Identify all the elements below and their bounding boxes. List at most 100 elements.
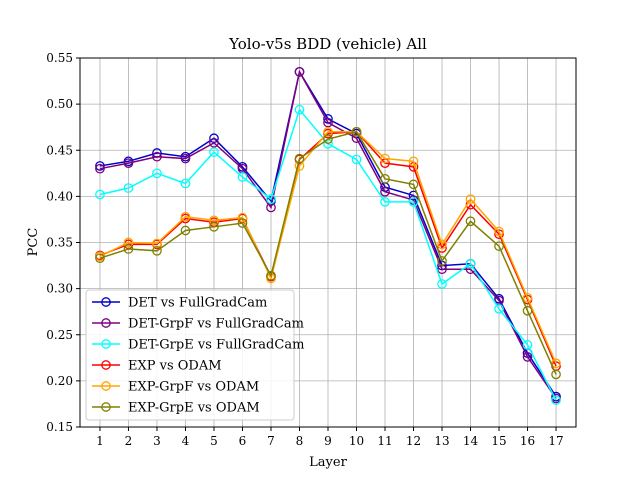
data-point: [152, 245, 162, 256]
x-tick-label: 10: [349, 434, 364, 448]
data-point: [180, 225, 191, 236]
data-point: [152, 151, 162, 162]
data-point: [351, 126, 362, 137]
data-point: [380, 186, 390, 197]
series-line: [99, 131, 557, 364]
legend-marker: [101, 402, 111, 412]
data-point: [266, 270, 276, 281]
y-tick-label: 0.25: [46, 328, 73, 342]
data-point: [522, 340, 533, 350]
data-point: [152, 238, 162, 249]
x-tick-label: 7: [267, 434, 275, 448]
data-point: [494, 241, 504, 252]
data-point: [465, 216, 476, 227]
data-point: [551, 369, 561, 380]
data-point: [494, 304, 504, 314]
data-point: [209, 138, 219, 148]
data-point: [95, 161, 105, 171]
x-axis-label: Layer: [309, 455, 347, 470]
data-point: [522, 305, 533, 316]
x-tick-label: 8: [296, 434, 304, 448]
data-point: [380, 173, 390, 184]
data-point: [380, 153, 390, 164]
legend-label: DET-GrpE vs FullGradCam: [128, 338, 304, 353]
data-point: [494, 226, 504, 237]
legend-label: DET vs FullGradCam: [128, 296, 267, 311]
data-point: [323, 117, 333, 128]
y-tick-label: 0.45: [46, 143, 73, 157]
data-point: [123, 183, 134, 193]
legend-label: EXP vs ODAM: [128, 359, 222, 374]
legend-marker: [101, 339, 111, 349]
x-tick-label: 14: [463, 434, 479, 448]
y-tick-label: 0.50: [46, 97, 73, 111]
x-tick-label: 3: [153, 434, 161, 448]
data-point: [180, 211, 191, 222]
data-point: [408, 197, 419, 207]
data-point: [437, 279, 447, 289]
data-point: [494, 229, 504, 240]
data-point: [237, 218, 248, 228]
x-tick-label: 1: [96, 434, 104, 448]
data-point: [294, 161, 305, 171]
data-point: [95, 163, 105, 174]
data-point: [209, 215, 219, 226]
data-point: [380, 197, 390, 207]
x-tick-label: 2: [125, 434, 133, 448]
data-point: [209, 221, 219, 232]
legend-marker: [101, 318, 111, 328]
data-point: [237, 172, 248, 182]
x-tick-label: 13: [434, 434, 449, 448]
x-tick-label: 16: [520, 434, 535, 448]
legend-marker: [101, 360, 111, 370]
y-axis: 0.15 0.20 0.25 0.30 0.35 0.40 0.45 0.50 0.55: [46, 51, 80, 434]
y-tick-label: 0.20: [46, 374, 73, 388]
x-tick-label: 11: [377, 434, 392, 448]
legend-label: EXP-GrpF vs ODAM: [128, 380, 259, 395]
legend-marker: [101, 297, 111, 307]
x-tick-label: 4: [182, 434, 190, 448]
y-tick-label: 0.40: [46, 189, 73, 203]
data-point: [123, 244, 134, 254]
data-point: [408, 156, 419, 167]
data-point: [294, 153, 305, 164]
series-group: [95, 66, 561, 406]
data-point: [323, 126, 333, 137]
legend-marker: [101, 381, 111, 391]
x-tick-label: 17: [548, 434, 563, 448]
data-point: [123, 237, 134, 248]
data-point: [294, 66, 305, 77]
data-point: [266, 194, 276, 204]
y-tick-label: 0.30: [46, 282, 73, 296]
legend-label: DET-GrpF vs FullGradCam: [128, 317, 304, 332]
x-tick-label: 6: [239, 434, 247, 448]
data-point: [152, 168, 162, 179]
chart-title: Yolo-v5s BDD (vehicle) All: [228, 35, 427, 53]
y-tick-label: 0.35: [46, 236, 73, 250]
data-point: [294, 104, 305, 115]
x-tick-label: 5: [210, 434, 218, 448]
data-point: [351, 154, 362, 165]
y-axis-label: PCC: [26, 228, 41, 257]
y-tick-label: 0.15: [46, 420, 73, 434]
data-point: [209, 147, 219, 157]
x-tick-label: 12: [406, 434, 421, 448]
data-point: [237, 212, 248, 223]
x-axis: 1 2 3 4 5 6 7 8 9 10 11 12 13 14 15 16 17: [96, 427, 564, 448]
data-point: [522, 292, 533, 303]
data-point: [95, 189, 105, 200]
data-point: [437, 256, 447, 266]
data-point: [465, 258, 476, 269]
legend-label: EXP-GrpE vs ODAM: [128, 401, 260, 416]
data-point: [437, 239, 447, 250]
data-point: [465, 194, 476, 204]
data-point: [522, 352, 533, 362]
data-point: [180, 153, 191, 164]
data-point: [180, 178, 191, 189]
data-point: [123, 158, 134, 169]
x-tick-label: 9: [324, 434, 332, 448]
series-line: [99, 130, 557, 375]
x-tick-label: 15: [491, 434, 506, 448]
series-exp-grpe-vs-odam: [95, 126, 561, 380]
